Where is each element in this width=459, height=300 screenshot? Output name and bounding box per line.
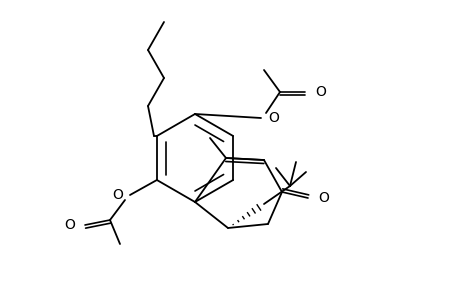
Text: O: O <box>112 188 123 202</box>
Text: O: O <box>268 111 278 125</box>
Text: O: O <box>317 191 328 205</box>
Text: O: O <box>314 85 325 99</box>
Text: O: O <box>64 218 75 232</box>
